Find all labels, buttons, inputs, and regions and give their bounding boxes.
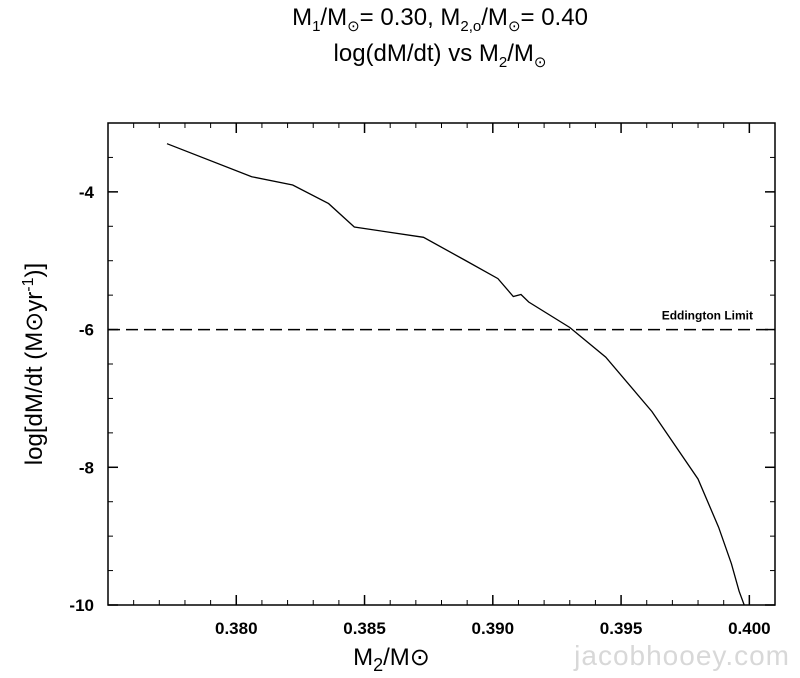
y-axis-title: log[dM/dt (M⊙yr-1)]	[20, 263, 48, 465]
x-tick-label: 0.380	[215, 619, 258, 638]
x-tick-label: 0.385	[343, 619, 386, 638]
y-tick-label: -6	[79, 321, 94, 340]
series-line	[166, 143, 745, 606]
y-tick-label: -10	[69, 596, 94, 615]
y-tick-label: -8	[79, 458, 94, 477]
plot-frame	[107, 122, 776, 606]
x-tick-label: 0.395	[600, 619, 643, 638]
eddington-limit-label: Eddington Limit	[662, 309, 753, 323]
y-tick-label: -4	[79, 183, 95, 202]
watermark: jacobhooey.com	[574, 640, 790, 671]
chart-title-line1: M1/M⊙= 0.30, M2,o/M⊙= 0.40	[292, 4, 588, 35]
x-axis-title: M2/M⊙	[353, 644, 430, 675]
chart-title-line2: log(dM/dt) vs M2/M⊙	[333, 40, 547, 71]
x-tick-label: 0.390	[472, 619, 515, 638]
x-tick-label: 0.400	[728, 619, 771, 638]
